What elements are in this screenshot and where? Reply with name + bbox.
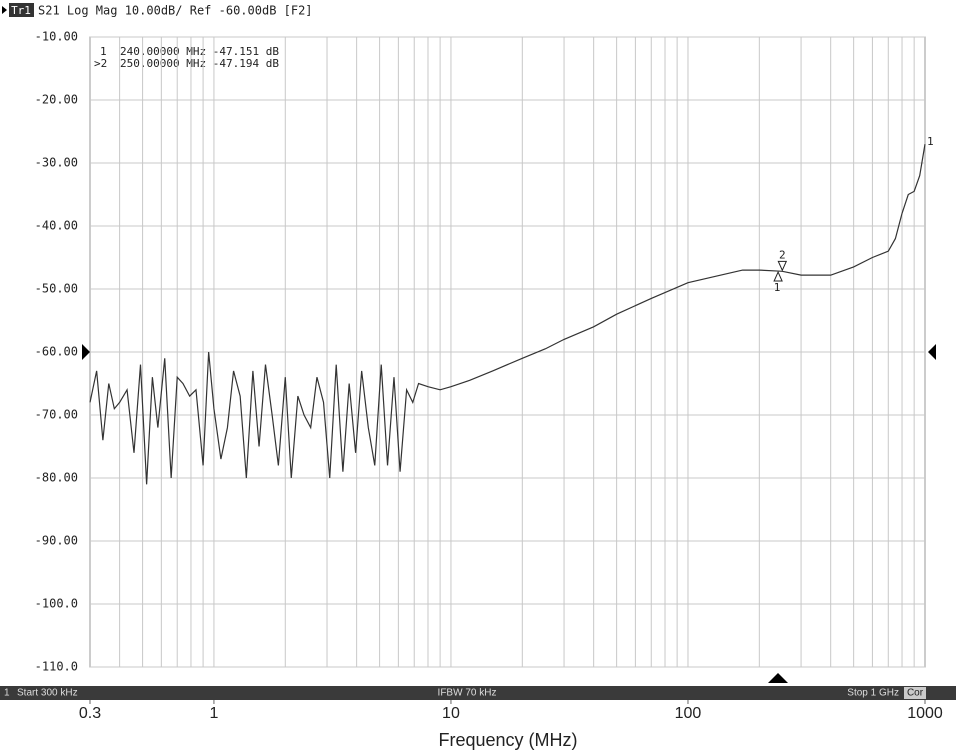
y-tick-label: -60.00 (35, 345, 78, 359)
status-bar (0, 686, 956, 700)
x-tick-label: 10 (442, 705, 460, 722)
marker-id: 1 (100, 45, 107, 58)
marker-readout: 250.00000 MHz -47.194 dB (120, 57, 279, 70)
x-tick-label: 100 (675, 705, 702, 722)
y-tick-label: -100.0 (35, 597, 78, 611)
marker-label: 1 (774, 281, 781, 294)
active-arrow (2, 6, 7, 14)
status-cor: Cor (907, 688, 924, 699)
x-tick-label: 1000 (907, 705, 943, 722)
trace-tag-bg (9, 3, 34, 17)
ref-arrow-right (928, 344, 936, 360)
status-channel: 1 (4, 688, 10, 699)
x-tick-label: 1 (209, 705, 218, 722)
trace (89, 144, 926, 485)
cor-bg (904, 687, 926, 699)
stimulus-marker (768, 673, 788, 683)
marker (773, 270, 783, 282)
y-tick-label: -20.00 (35, 93, 78, 107)
y-tick-label: -40.00 (35, 219, 78, 233)
y-tick-label: -110.0 (35, 660, 78, 674)
x-axis-label: Frequency (MHz) (438, 730, 577, 750)
status-start: Start 300 kHz (17, 688, 78, 699)
y-tick-label: -70.00 (35, 408, 78, 422)
trace-tag: Tr1 (11, 4, 31, 17)
y-tick-label: -80.00 (35, 471, 78, 485)
trace-label: 1 (927, 135, 934, 148)
marker-label: 2 (779, 248, 786, 261)
marker (777, 260, 788, 272)
y-tick-label: -90.00 (35, 534, 78, 548)
status-ifbw: IFBW 70 kHz (438, 688, 497, 699)
marker-readout: 240.00000 MHz -47.151 dB (120, 45, 279, 58)
y-tick-label: -30.00 (35, 156, 78, 170)
header: S21 Log Mag 10.00dB/ Ref -60.00dB [F2] (38, 4, 313, 18)
x-tick-label: 0.3 (79, 705, 101, 722)
status-stop: Stop 1 GHz (847, 688, 899, 699)
y-tick-label: -50.00 (35, 282, 78, 296)
ref-arrow-left (82, 344, 90, 360)
y-tick-label: -10.00 (35, 30, 78, 44)
marker-id: >2 (94, 57, 107, 70)
